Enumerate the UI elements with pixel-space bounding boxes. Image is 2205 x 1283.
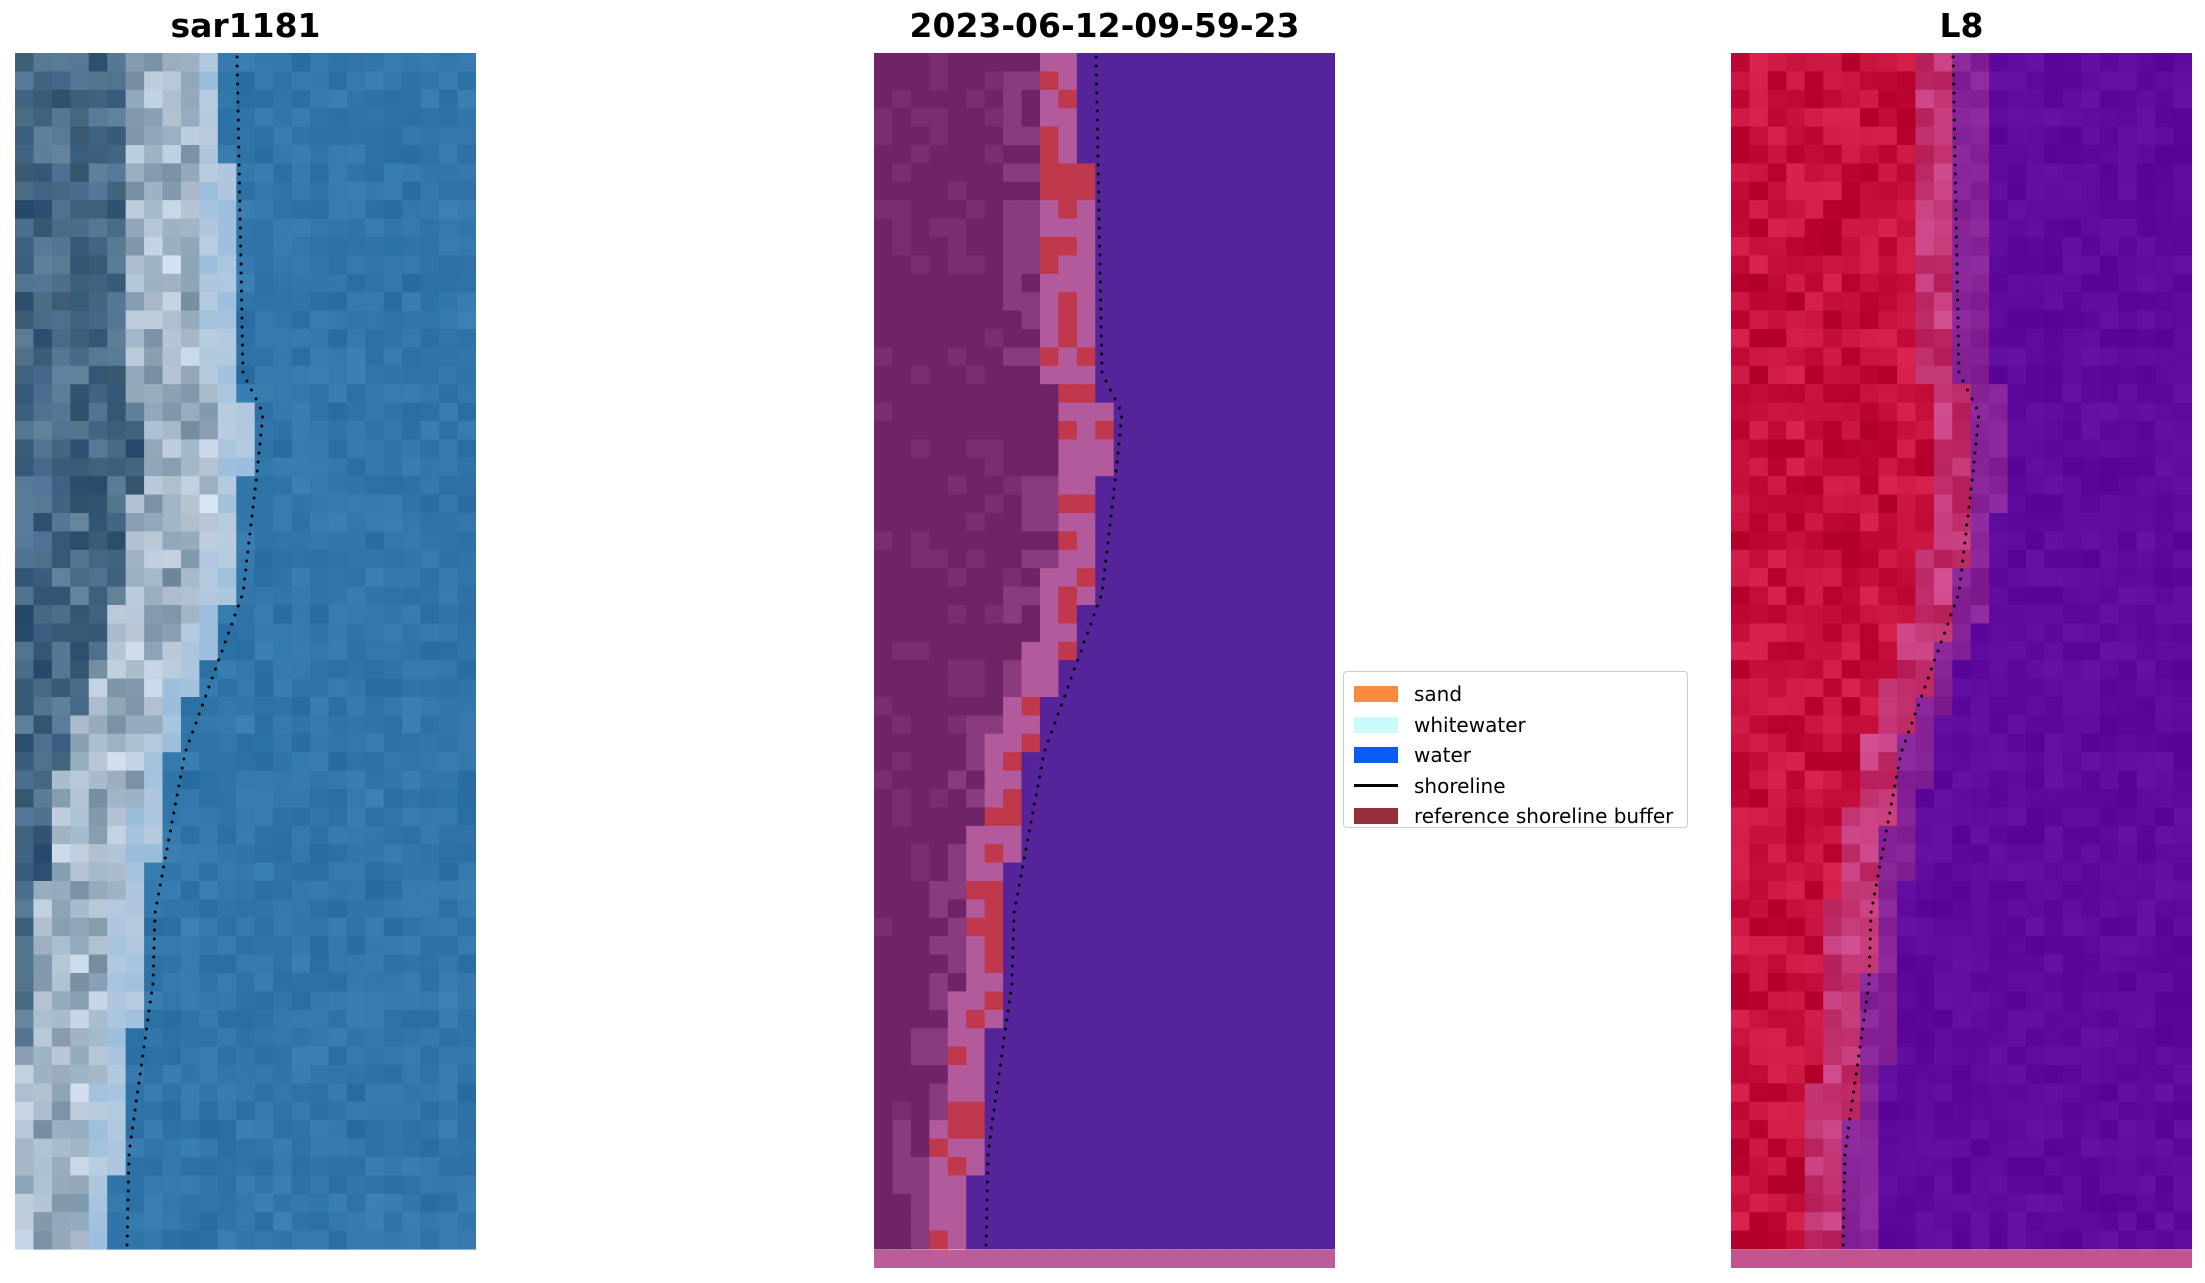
legend-swatch-water bbox=[1354, 747, 1398, 764]
rgb-image-panel bbox=[15, 53, 476, 1250]
panel-bottom-strip bbox=[1731, 1250, 2192, 1268]
legend-item-whitewater: whitewater bbox=[1354, 710, 1677, 741]
classification-image-panel bbox=[874, 53, 1335, 1268]
legend-swatch-reference-buffer bbox=[1354, 808, 1398, 825]
legend-swatch-whitewater bbox=[1354, 716, 1398, 733]
l8-index-image-panel bbox=[1731, 53, 2192, 1268]
legend-item-water: water bbox=[1354, 740, 1677, 771]
shoreline-dots bbox=[125, 55, 265, 1247]
panel-title-rgb: sar1181 bbox=[170, 6, 321, 45]
legend-swatch-shoreline bbox=[1354, 784, 1398, 788]
legend-swatch-sand bbox=[1354, 686, 1398, 703]
legend-label-shoreline: shoreline bbox=[1414, 773, 1506, 798]
legend-label-whitewater: whitewater bbox=[1414, 712, 1526, 737]
legend-item-shoreline: shoreline bbox=[1354, 771, 1677, 802]
panel-title-l8: L8 bbox=[1939, 6, 1984, 45]
legend-item-reference-buffer: reference shoreline buffer bbox=[1354, 801, 1677, 832]
legend-label-sand: sand bbox=[1414, 682, 1463, 707]
panel-bottom-strip bbox=[874, 1250, 1335, 1268]
legend-item-sand: sand bbox=[1354, 679, 1677, 710]
legend-label-reference-buffer: reference shoreline buffer bbox=[1414, 804, 1674, 829]
legend-label-water: water bbox=[1414, 743, 1471, 768]
shoreline-dots bbox=[984, 55, 1124, 1247]
shoreline-dots bbox=[1841, 55, 1981, 1247]
panel-title-classification: 2023-06-12-09-59-23 bbox=[909, 6, 1300, 45]
legend: sand whitewater water shoreline referenc… bbox=[1343, 671, 1688, 828]
